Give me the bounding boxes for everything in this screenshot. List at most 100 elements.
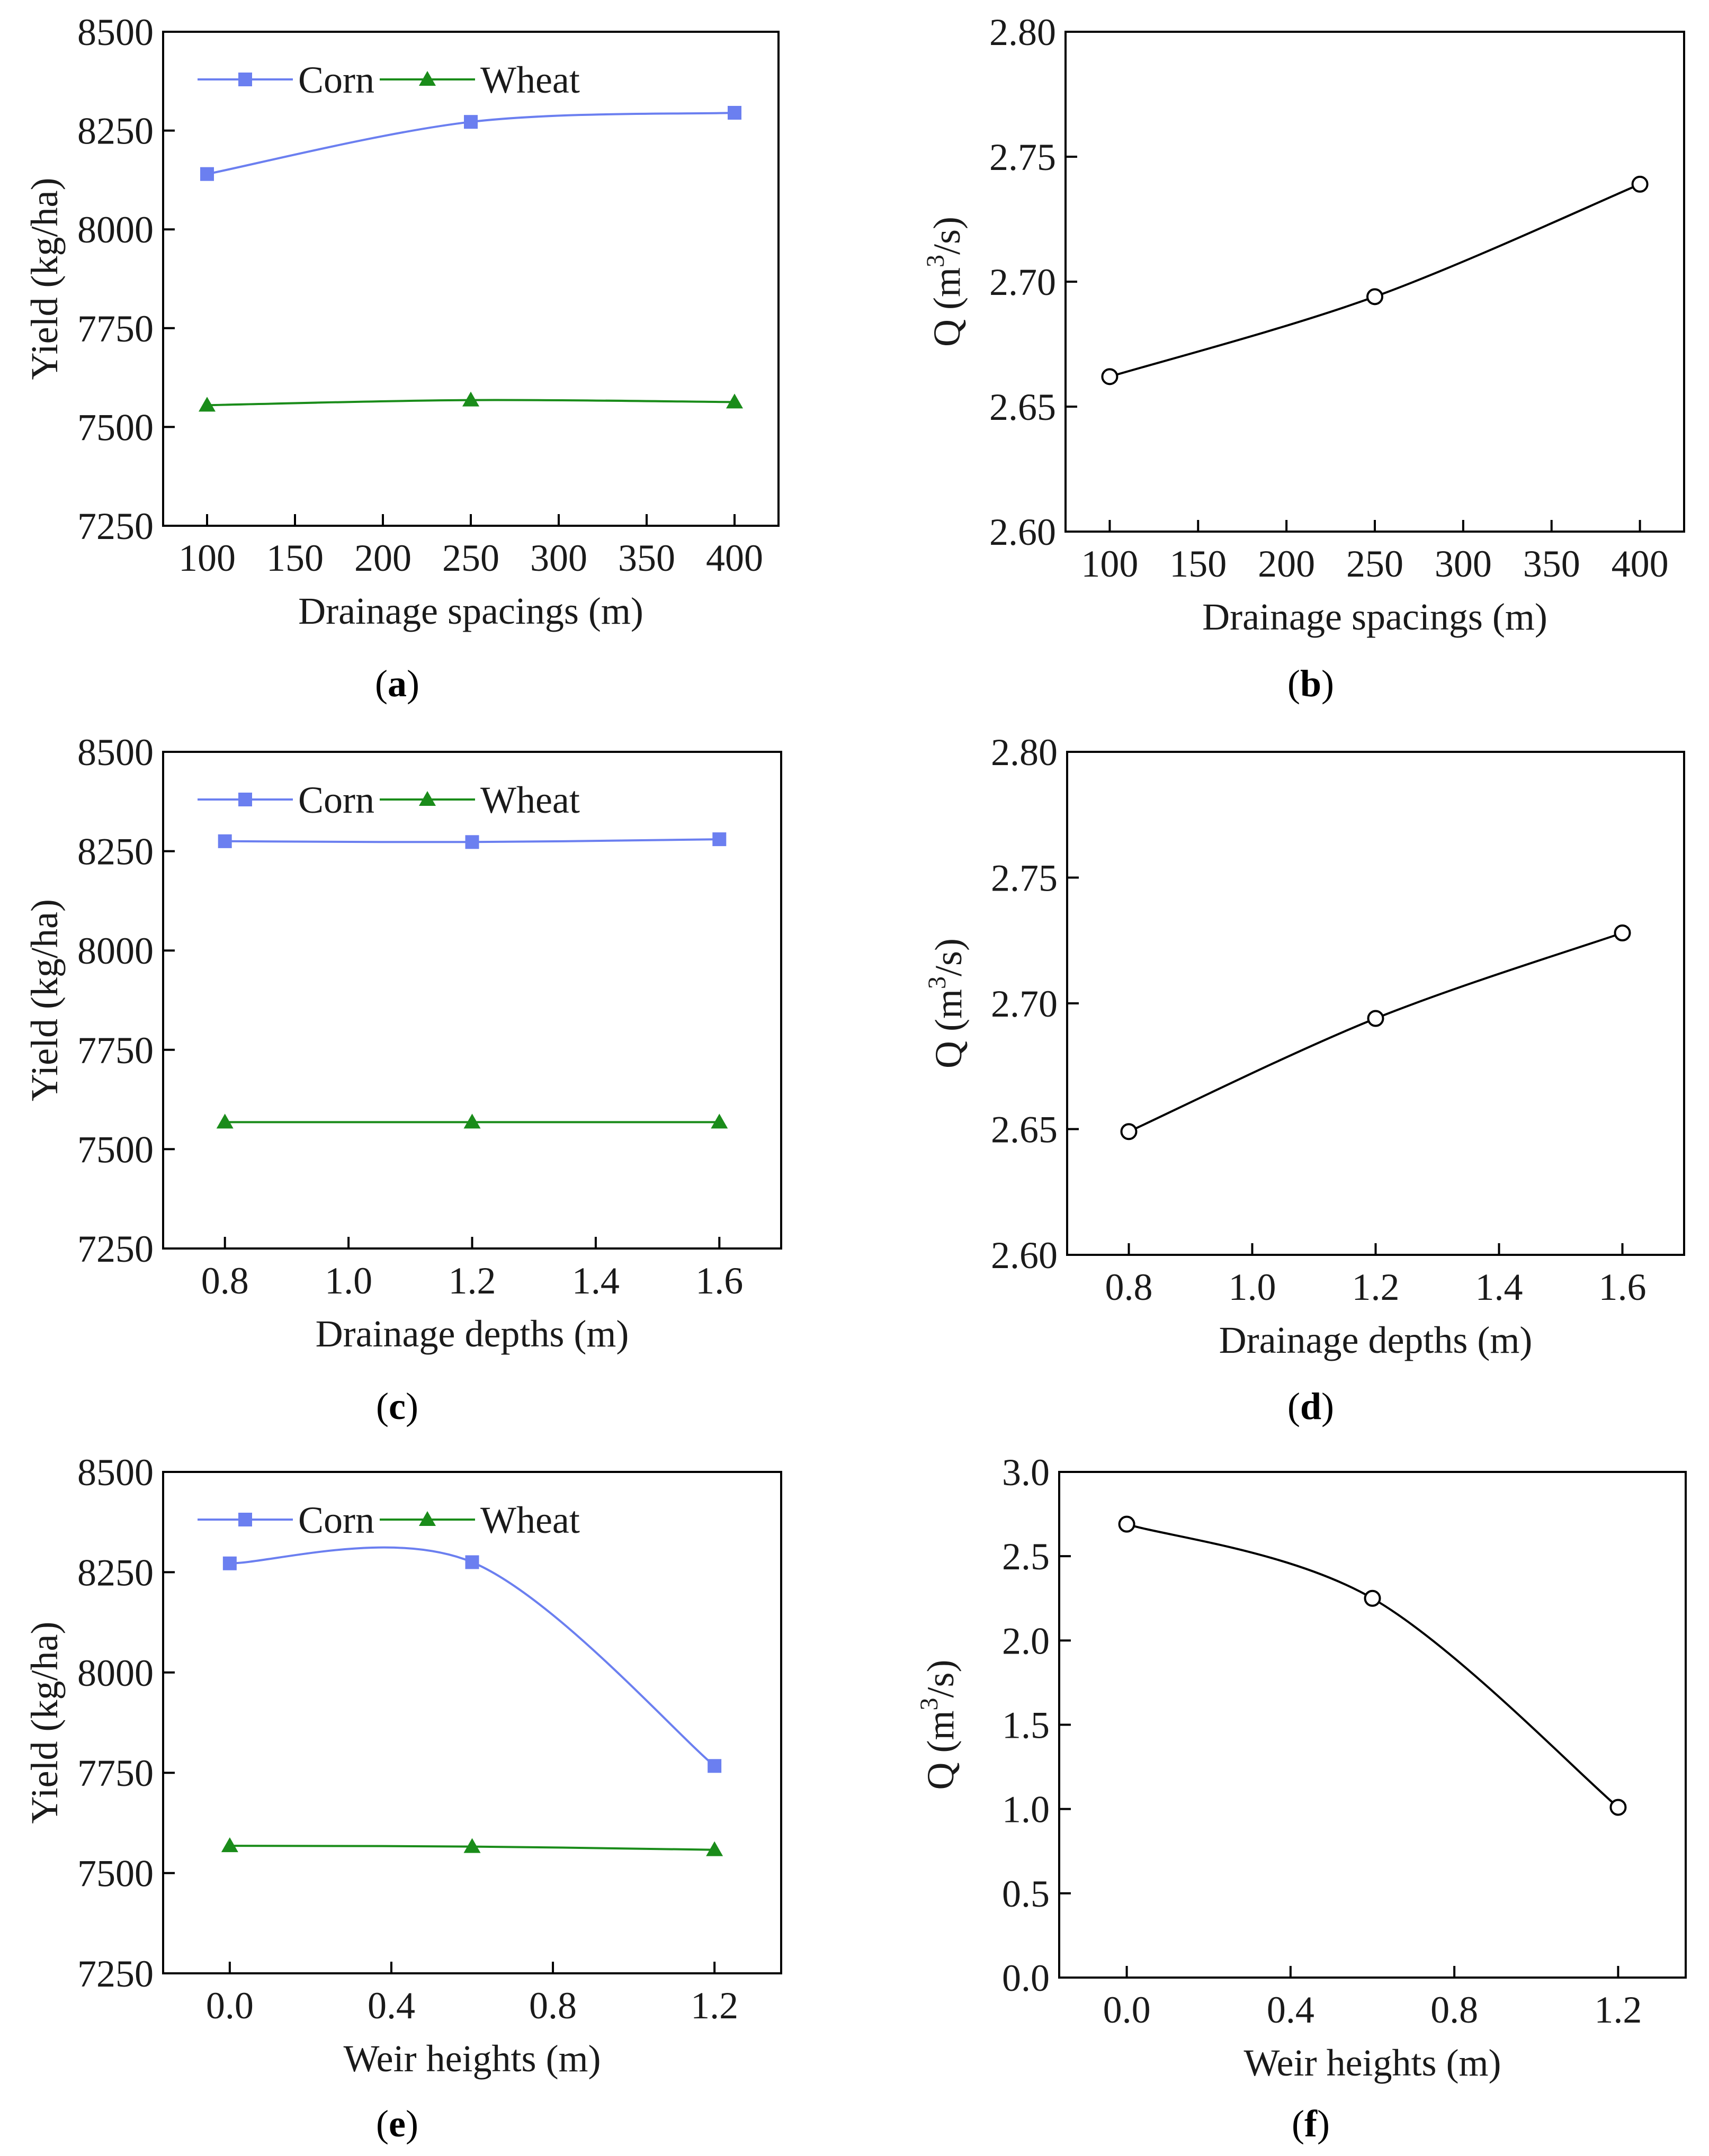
panel-letter: e	[389, 2103, 406, 2145]
data-point-corn	[465, 835, 479, 849]
panel-label: (a)	[375, 662, 419, 705]
legend-label-corn: Corn	[298, 59, 374, 101]
plot-frame	[162, 1471, 782, 1974]
panel-label: (f)	[1292, 2103, 1330, 2145]
x-tick-label: 1.2	[1352, 1266, 1400, 1308]
data-point-wheat	[463, 1838, 481, 1853]
y-tick-label: 7500	[77, 1853, 154, 1895]
y-axis-label-superscript: 3	[915, 1698, 943, 1711]
x-tick-label: 400	[1612, 543, 1669, 585]
x-tick-label: 1.4	[572, 1260, 620, 1302]
y-axis-label-suffix: /s)	[927, 938, 970, 976]
data-point-q	[1366, 288, 1383, 306]
data-point-wheat	[462, 391, 479, 407]
panel-label: (e)	[376, 2103, 418, 2145]
data-point-wheat	[706, 1841, 723, 1856]
legend-marker-corn	[238, 1513, 252, 1526]
y-axis-label-superscript: 3	[923, 976, 951, 989]
data-point-q	[1101, 368, 1119, 385]
chart-d: 0.8 1.0 1.2 1.4 1.6 2.60 2.65 2.70 2.75 2.80 Drain…	[923, 731, 1685, 1427]
legend: Corn Wheat	[198, 59, 580, 101]
y-tick-label: 1.5	[1002, 1704, 1050, 1747]
x-tick-label: 1.4	[1475, 1266, 1523, 1308]
y-tick-label: 2.5	[1002, 1535, 1050, 1578]
data-point-wheat	[463, 1113, 481, 1129]
y-tick-label: 7250	[77, 1228, 154, 1270]
y-tick-label: 7750	[77, 1029, 154, 1072]
y-tick-label: 1.0	[1002, 1789, 1050, 1831]
y-tick-label: 2.60	[991, 1234, 1058, 1277]
x-tick-label: 200	[1258, 543, 1315, 585]
x-axis-label: Weir heights (m)	[1243, 2042, 1501, 2084]
y-tick-label: 3.0	[1002, 1451, 1050, 1494]
data-point-q	[1367, 1010, 1384, 1027]
data-point-corn	[708, 1759, 722, 1773]
data-point-corn	[465, 1555, 479, 1569]
y-axis-label-superscript: 3	[921, 255, 950, 267]
x-tick-label: 350	[1523, 543, 1580, 585]
panel-letter: b	[1300, 662, 1321, 705]
x-tick-label: 200	[354, 537, 411, 579]
y-tick-label: 2.65	[989, 386, 1056, 428]
y-tick-label: 7500	[77, 1128, 154, 1171]
y-tick-label: 7250	[77, 505, 154, 547]
x-tick-label: 250	[442, 537, 499, 579]
panel-label: (d)	[1287, 1385, 1334, 1427]
y-tick-label: 2.75	[989, 136, 1056, 178]
x-axis-label: Drainage spacings (m)	[298, 590, 643, 632]
data-point-wheat	[726, 393, 743, 409]
plot-frame	[162, 751, 782, 1250]
legend: Corn Wheat	[198, 779, 580, 821]
y-tick-label: 2.70	[991, 983, 1058, 1025]
y-tick-label: 2.80	[989, 11, 1056, 53]
y-axis-label: Q (m3/s)	[923, 938, 970, 1068]
data-point-corn	[728, 106, 741, 120]
data-point-corn	[464, 115, 478, 129]
x-tick-label: 350	[618, 537, 675, 579]
legend-marker-corn	[238, 73, 252, 86]
data-point-corn	[218, 834, 232, 848]
x-tick-label: 0.0	[206, 1984, 254, 2027]
plot-frame	[1064, 31, 1685, 533]
y-axis-label-prefix: Q (m	[926, 267, 968, 347]
x-tick-label: 0.8	[1105, 1266, 1153, 1308]
x-tick-label: 1.2	[1594, 1989, 1642, 2031]
y-tick-label: 8250	[77, 831, 154, 873]
data-point-wheat	[216, 1113, 234, 1129]
panel-letter: c	[389, 1385, 406, 1427]
legend-label-corn: Corn	[298, 779, 374, 821]
x-axis-label: Drainage depths (m)	[316, 1313, 629, 1355]
panel-letter: a	[388, 662, 407, 705]
y-tick-label: 8000	[77, 930, 154, 972]
y-tick-label: 7250	[77, 1953, 154, 1995]
y-tick-label: 8500	[77, 731, 154, 774]
y-tick-label: 8000	[77, 209, 154, 251]
legend-label-wheat: Wheat	[480, 59, 580, 101]
x-tick-label: 1.2	[691, 1984, 738, 2027]
legend-marker-wheat	[419, 71, 436, 86]
y-axis-label-suffix: /s)	[919, 1660, 962, 1698]
y-axis-label: Yield (kg/ha)	[23, 899, 66, 1101]
data-point-wheat	[199, 397, 216, 412]
x-tick-label: 0.4	[368, 1984, 415, 2027]
y-tick-label: 0.5	[1002, 1873, 1050, 1915]
x-tick-label: 1.0	[1229, 1266, 1276, 1308]
legend-label-wheat: Wheat	[480, 1499, 580, 1541]
x-tick-label: 0.0	[1103, 1989, 1151, 2031]
data-point-wheat	[221, 1837, 238, 1853]
y-tick-label: 8250	[77, 1551, 154, 1594]
y-tick-label: 7500	[77, 406, 154, 448]
x-axis-label: Weir heights (m)	[343, 2037, 601, 2080]
x-tick-label: 100	[178, 537, 236, 579]
y-tick-label: 8000	[77, 1652, 154, 1694]
panel-label: (c)	[376, 1385, 418, 1427]
x-tick-label: 1.6	[1599, 1266, 1647, 1308]
data-point-q	[1364, 1589, 1381, 1607]
x-tick-label: 1.2	[449, 1260, 496, 1302]
x-tick-label: 150	[266, 537, 324, 579]
chart-a: 100 150 200 250 300 350 400 7250 7500 7750 8000 825…	[23, 11, 780, 705]
x-tick-label: 0.8	[201, 1260, 249, 1302]
y-tick-label: 2.0	[1002, 1620, 1050, 1662]
y-tick-label: 2.60	[989, 511, 1056, 553]
